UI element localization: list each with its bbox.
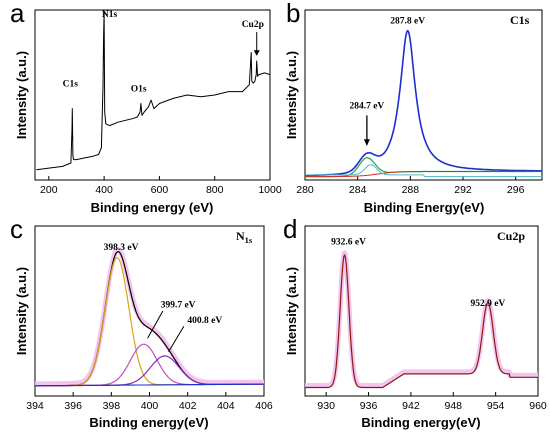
x-tick-label-c: 398 — [103, 400, 121, 412]
cu2p-envelope-line — [305, 254, 538, 389]
x-tick-label-c: 406 — [255, 400, 273, 412]
plot-frame-c — [34, 225, 265, 397]
x-tick-label-a: 400 — [95, 184, 113, 196]
n1s-component-398-3 — [35, 257, 264, 387]
ylabel-a: Intensity (a.u.) — [14, 51, 29, 139]
panel-title-c: N1s — [236, 229, 253, 245]
ylabel-d: Intensity (a.u.) — [284, 267, 299, 355]
x-tick-label-a: 800 — [206, 184, 224, 196]
n1s-raw-data-band — [33, 247, 266, 387]
peak-label-400-8: 400.8 eV — [187, 316, 222, 326]
c1s-component-cyan — [305, 164, 542, 178]
panel-letter-c: c — [10, 214, 23, 244]
cu2p-raw-data-band — [303, 250, 540, 388]
pointer-400-8 — [168, 326, 185, 353]
panel-letter-a: a — [10, 0, 25, 28]
xlabel-a: Binding energy (eV) — [91, 200, 214, 215]
panel-title-d: Cu2p — [497, 229, 525, 243]
panel-c: c N1s Intensity (a.u.) Binding energy(eV… — [10, 214, 273, 430]
peak-arrow-head-284-7 — [363, 139, 370, 146]
x-tick-label-d: 930 — [317, 400, 335, 412]
x-tick-label-c: 404 — [217, 400, 235, 412]
pointer-399-7 — [147, 310, 164, 339]
xlabel-c: Binding energy(eV) — [89, 415, 208, 430]
peak-label-c1s: C1s — [63, 80, 79, 90]
peak-label-952-9: 952.9 eV — [470, 299, 505, 309]
peak-label-398-3: 398.3 eV — [104, 243, 139, 253]
panel-letter-b: b — [286, 0, 300, 28]
n1s-baseline — [35, 383, 264, 387]
peak-label-932-6: 932.6 eV — [331, 238, 366, 248]
x-tick-label-a: 600 — [151, 184, 169, 196]
x-tick-label-b: 296 — [507, 184, 525, 196]
cu2p-arrow-head — [253, 50, 260, 56]
ylabel-c: Intensity (a.u.) — [14, 267, 29, 355]
plot-area-b: 280 284 288 292 296 284.7 eV 287.8 eV — [296, 17, 542, 196]
peak-label-284-7: 284.7 eV — [349, 102, 384, 112]
x-tick-label-a: 1000 — [258, 184, 282, 196]
xlabel-b: Binding Energy(eV) — [364, 200, 485, 215]
panel-b: b C1s Intensity (a.u.) Binding Energy(eV… — [284, 0, 543, 215]
x-tick-label-d: 948 — [445, 400, 463, 412]
plot-area-d: 930 936 942 948 954 960 932.6 eV 952.9 eV — [303, 238, 547, 412]
x-tick-label-c: 402 — [179, 400, 197, 412]
n1s-envelope-line — [35, 251, 264, 387]
plot-frame-d — [304, 225, 539, 397]
panel-title-c-main: N — [236, 229, 245, 243]
plot-area-c: 394 396 398 400 402 404 406 398.3 eV 399.7 eV 400… — [26, 243, 273, 412]
x-tick-label-a: 200 — [40, 184, 58, 196]
x-tick-label-b: 280 — [296, 184, 314, 196]
plot-frame-b — [304, 9, 543, 181]
peak-label-287-8: 287.8 eV — [390, 17, 425, 27]
n1s-component-399-7 — [35, 343, 264, 387]
x-tick-label-d: 936 — [360, 400, 378, 412]
x-tick-label-b: 292 — [454, 184, 472, 196]
x-tick-label-d: 942 — [402, 400, 420, 412]
x-tick-label-b: 284 — [349, 184, 367, 196]
panel-title-c-sub: 1s — [245, 235, 253, 245]
x-tick-label-b: 288 — [402, 184, 420, 196]
peak-label-n1s: N1s — [102, 10, 118, 20]
x-tick-label-d: 960 — [529, 400, 547, 412]
survey-spectrum-line — [36, 11, 271, 171]
peak-label-o1s: O1s — [131, 85, 147, 95]
x-tick-label-d: 954 — [487, 400, 505, 412]
plot-frame-a — [34, 9, 271, 181]
panel-d: d Cu2p Intensity (a.u.) Binding energy(e… — [283, 214, 547, 430]
panel-letter-d: d — [283, 214, 297, 244]
xlabel-d: Binding energy(eV) — [361, 415, 480, 430]
ylabel-b: Intensity (a.u.) — [284, 51, 299, 139]
panel-a: a Intensity (a.u.) Binding energy (eV) 2… — [10, 0, 282, 215]
panel-title-b: C1s — [510, 13, 530, 27]
c1s-baseline — [305, 171, 542, 178]
c1s-envelope-line — [304, 29, 542, 177]
x-tick-label-c: 394 — [26, 400, 44, 412]
x-tick-label-c: 396 — [64, 400, 82, 412]
x-tick-label-c: 400 — [141, 400, 159, 412]
peak-label-cu2p: Cu2p — [242, 20, 264, 30]
peak-label-399-7: 399.7 eV — [161, 301, 196, 311]
plot-area-a: 200 400 600 800 1000 C1s N1s O1s Cu2p — [36, 10, 282, 196]
